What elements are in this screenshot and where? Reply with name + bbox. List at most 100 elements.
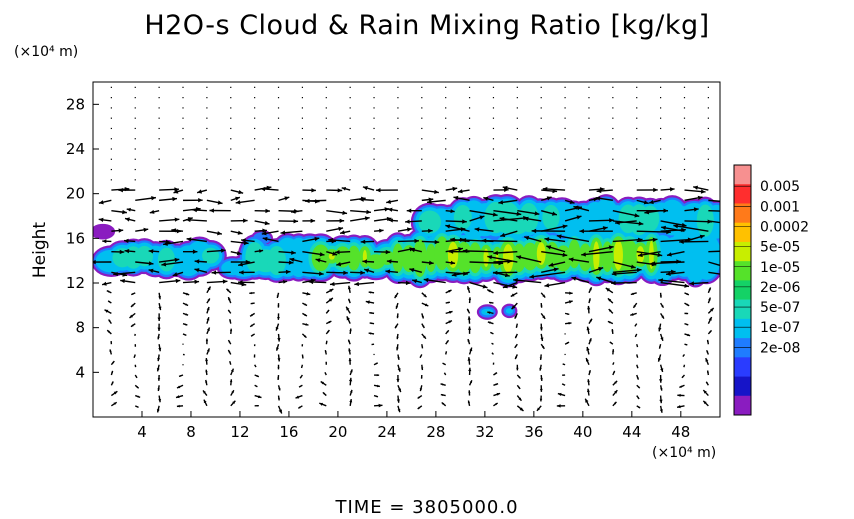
- wind-vector: [206, 107, 208, 109]
- wind-vector: [660, 168, 662, 171]
- wind-vector: [347, 285, 351, 293]
- wind-vector: [373, 207, 390, 212]
- wind-vector: [182, 353, 185, 356]
- wind-vector: [487, 255, 518, 263]
- cloud-patch: [536, 242, 546, 265]
- wind-vector: [278, 279, 288, 284]
- wind-vector: [421, 323, 425, 329]
- wind-vector: [516, 255, 542, 263]
- wind-vector: [683, 364, 686, 368]
- wind-vector: [419, 385, 423, 392]
- wind-vector: [677, 393, 685, 397]
- wind-vector: [299, 374, 303, 379]
- wind-vector: [308, 279, 327, 285]
- wind-vector: [421, 239, 440, 245]
- wind-vector: [253, 354, 256, 358]
- wind-vector: [106, 290, 112, 294]
- wind-vector: [648, 199, 661, 205]
- wind-vector: [230, 196, 241, 202]
- wind-vector: [660, 220, 687, 228]
- wind-vector: [445, 319, 453, 325]
- wind-vector: [336, 261, 351, 267]
- wind-vector: [523, 216, 542, 222]
- wind-vector: [192, 207, 207, 213]
- wind-vector: [612, 117, 614, 119]
- wind-vector: [182, 158, 184, 160]
- wind-vector: [230, 368, 235, 376]
- wind-vector: [513, 278, 542, 284]
- cloud-patch: [418, 210, 442, 234]
- wind-vector: [540, 303, 543, 308]
- wind-vector: [397, 168, 399, 171]
- wind-vector: [254, 158, 256, 160]
- wind-vector: [492, 179, 495, 181]
- wind-vector: [349, 138, 351, 140]
- cloud-patch: [613, 240, 623, 271]
- wind-vector: [302, 292, 311, 296]
- wind-vector: [637, 251, 661, 258]
- wind-vector: [615, 220, 637, 225]
- wind-vector: [157, 385, 160, 392]
- wind-vector: [493, 392, 501, 397]
- wind-vector: [421, 158, 423, 160]
- cloud-patch: [267, 245, 286, 276]
- wind-vector: [421, 364, 424, 371]
- cloud-field: [93, 193, 720, 320]
- wind-vector: [683, 179, 686, 181]
- wind-vector: [297, 405, 303, 409]
- wind-vector: [235, 199, 255, 205]
- wind-vector: [540, 343, 545, 350]
- wind-vectors: [93, 86, 720, 414]
- wind-vector: [706, 349, 710, 355]
- wind-vector: [110, 179, 112, 181]
- wind-vector: [98, 199, 112, 205]
- wind-vector: [110, 381, 114, 386]
- wind-vector: [373, 158, 375, 160]
- wind-vector: [693, 185, 709, 191]
- wind-vector: [468, 148, 471, 150]
- wind-vector: [612, 158, 614, 160]
- wind-vector: [325, 127, 327, 130]
- chart-title: H2O-s Cloud & Rain Mixing Ratio [kg/kg]: [144, 10, 710, 41]
- wind-vector: [660, 312, 665, 320]
- wind-vector: [172, 271, 184, 277]
- wind-vector: [276, 292, 280, 299]
- x-tick-label: 20: [328, 423, 347, 441]
- wind-vector: [445, 86, 447, 88]
- wind-vector: [421, 228, 433, 234]
- y-tick-label: 16: [66, 229, 85, 247]
- wind-vector: [249, 291, 255, 295]
- wind-vector: [565, 291, 573, 295]
- wind-vector: [360, 239, 375, 244]
- wind-vector: [679, 384, 685, 389]
- wind-vector: [405, 219, 422, 224]
- wind-vector: [516, 364, 519, 371]
- colorbar-label: 2e-06: [760, 280, 800, 296]
- wind-vector: [182, 127, 184, 130]
- wind-vector: [250, 302, 255, 305]
- wind-vector: [395, 302, 399, 309]
- wind-vector: [158, 344, 162, 352]
- wind-vector: [325, 107, 327, 109]
- wind-vector: [659, 364, 664, 373]
- wind-vector: [584, 398, 590, 407]
- wind-vector: [206, 86, 208, 88]
- wind-vector: [397, 97, 399, 99]
- wind-vector: [182, 117, 184, 119]
- wind-vector: [588, 117, 590, 119]
- wind-vector: [158, 179, 160, 181]
- wind-vector: [277, 158, 280, 160]
- wind-vector: [324, 371, 327, 376]
- wind-vector: [596, 188, 613, 194]
- wind-vector: [158, 292, 162, 300]
- wind-vector: [564, 300, 573, 304]
- wind-vector: [636, 187, 658, 193]
- wind-vector: [182, 333, 187, 336]
- wind-vector: [349, 168, 351, 171]
- wind-vector: [301, 333, 307, 339]
- wind-vector: [205, 369, 208, 376]
- wind-vector: [325, 288, 334, 294]
- wind-vector: [564, 215, 582, 222]
- wind-vector: [156, 364, 160, 372]
